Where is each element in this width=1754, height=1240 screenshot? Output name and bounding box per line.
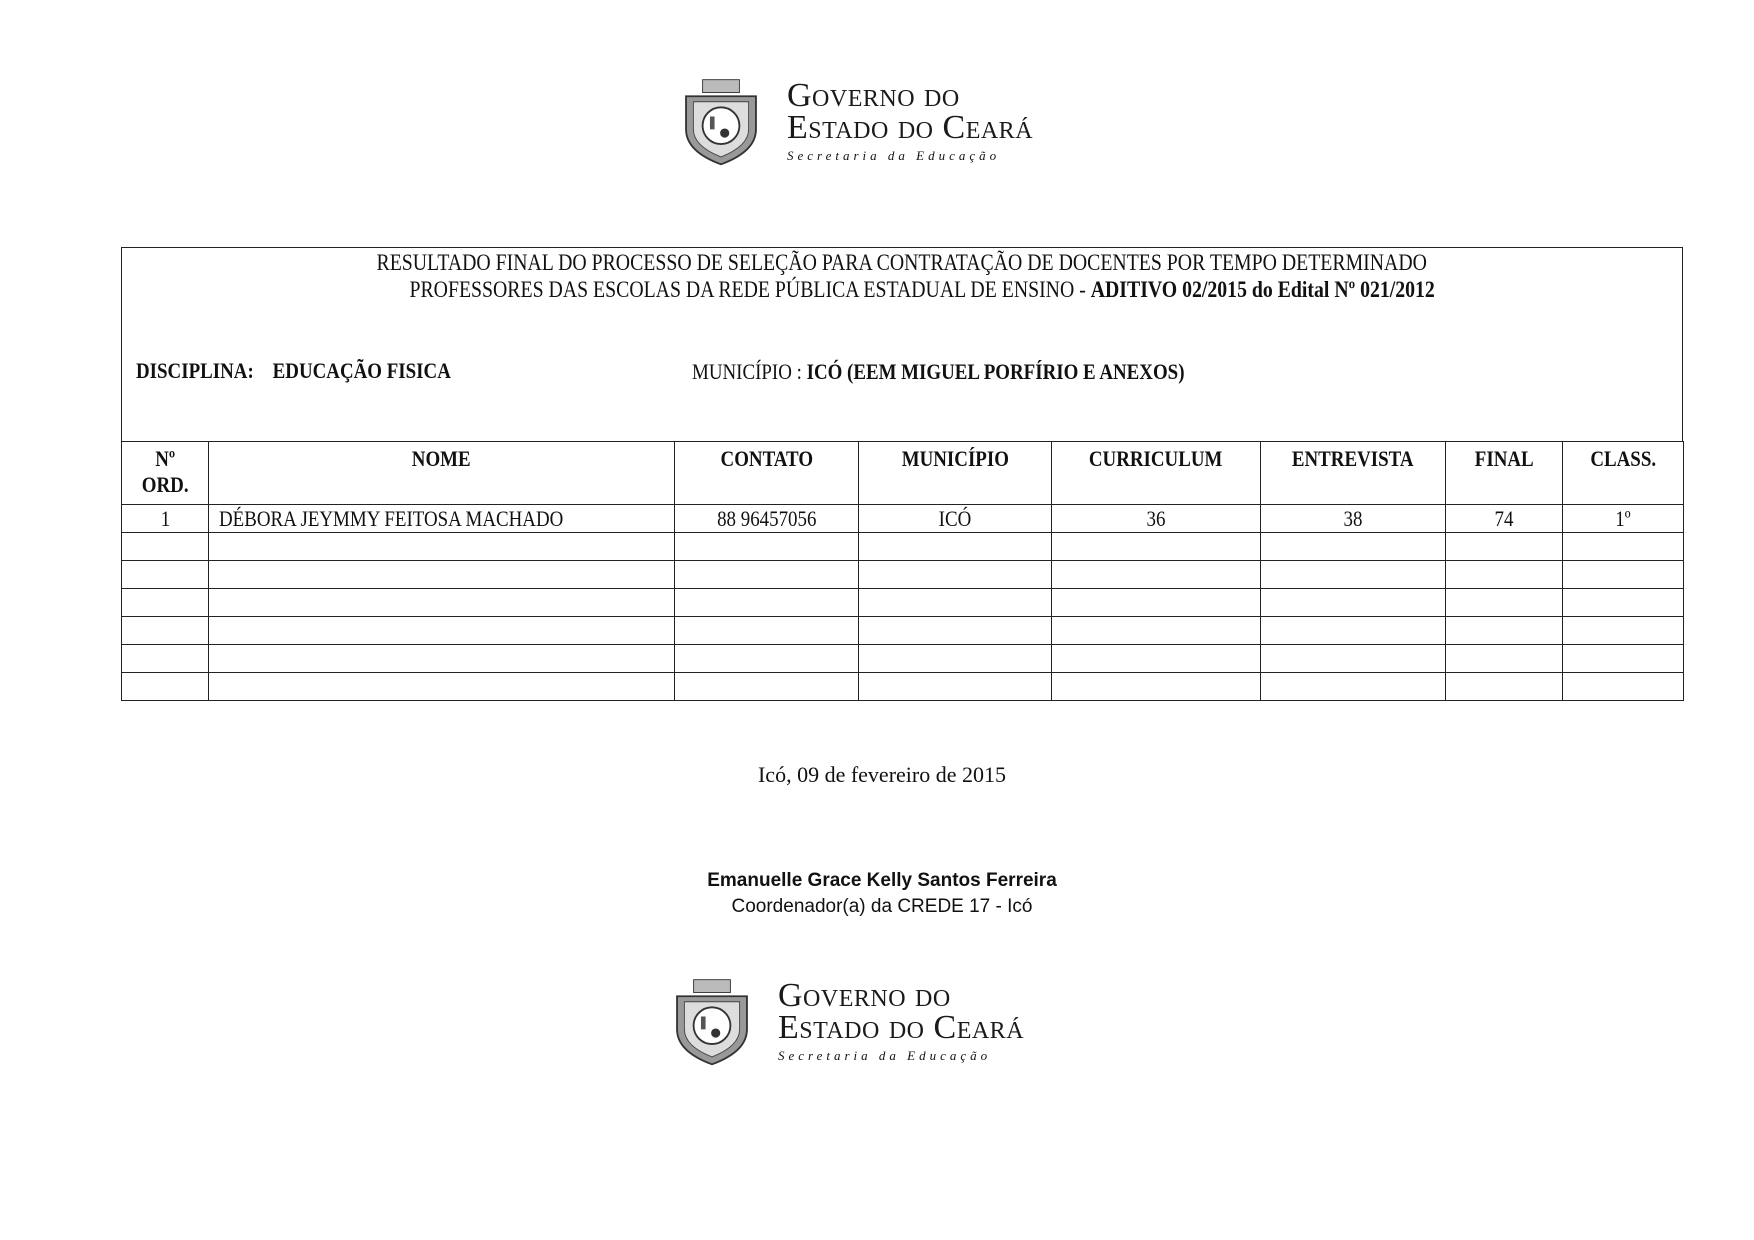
header-class: CLASS. <box>1562 441 1684 505</box>
letterhead-line1: Governo do <box>787 77 960 114</box>
title-line2-text: PROFESSORES DAS ESCOLAS DA REDE PÚBLICA … <box>409 277 1091 302</box>
cell-entrevista: 38 <box>1260 504 1446 533</box>
letterhead-bottom: Governo do Estado do Ceará Secretaria da… <box>666 976 1024 1068</box>
header-contato: CONTATO <box>674 441 859 505</box>
letterhead-top: Governo do Estado do Ceará Secretaria da… <box>675 76 1033 168</box>
table-header-row: Nº ORD. NOME CONTATO MUNICÍPIO CURRICULUM… <box>121 441 1684 505</box>
empty-row <box>121 532 1684 561</box>
cell-municipio: ICÓ <box>858 504 1052 533</box>
document-date: Icó, 09 de fevereiro de 2015 <box>757 762 1006 787</box>
table-row: 1 DÉBORA JEYMMY FEITOSA MACHADO 88 96457… <box>121 504 1684 533</box>
empty-row <box>121 588 1684 617</box>
title-line2: PROFESSORES DAS ESCOLAS DA REDE PÚBLICA … <box>409 277 1434 303</box>
cell-curriculum: 36 <box>1051 504 1261 533</box>
cell-final: 74 <box>1445 504 1563 533</box>
disciplina-value: EDUCAÇÃO FISICA <box>272 358 451 383</box>
empty-row <box>121 616 1684 645</box>
empty-row <box>121 672 1684 701</box>
header-municipio: MUNICÍPIO <box>858 441 1052 505</box>
disciplina-label: DISCIPLINA: <box>136 358 254 383</box>
edital-reference: ADITIVO 02/2015 do Edital Nº 021/2012 <box>1090 277 1435 302</box>
signatory-role: Coordenador(a) da CREDE 17 - Icó <box>731 896 1033 917</box>
header-nome: NOME <box>208 441 675 505</box>
results-table: Nº ORD. NOME CONTATO MUNICÍPIO CURRICULUM… <box>121 441 1684 701</box>
municipio: MUNICÍPIO : ICÓ (EEM MIGUEL PORFÍRIO E A… <box>692 359 1265 385</box>
header-final: FINAL <box>1445 441 1563 505</box>
letterhead-line3: Secretaria da Educação <box>778 1048 992 1063</box>
header-entrevista: ENTREVISTA <box>1260 441 1446 505</box>
header-ord: Nº ORD. <box>121 441 209 505</box>
letterhead-line3: Secretaria da Educação <box>787 148 1001 163</box>
municipio-value: ICÓ (EEM MIGUEL PORFÍRIO E ANEXOS) <box>806 359 1185 384</box>
disciplina: DISCIPLINA: EDUCAÇÃO FISICA <box>136 358 502 384</box>
results-header-box: RESULTADO FINAL DO PROCESSO DE SELEÇÃO P… <box>121 247 1683 441</box>
letterhead-line1: Governo do <box>778 977 951 1014</box>
empty-row <box>121 644 1684 673</box>
ceara-coat-of-arms-icon <box>685 79 757 166</box>
header-ord-line1: Nº <box>155 446 175 471</box>
header-ord-line2: ORD. <box>141 472 189 497</box>
cell-contato: 88 96457056 <box>674 504 859 533</box>
signatory-name: Emanuelle Grace Kelly Santos Ferreira <box>707 870 1057 891</box>
letterhead-line2: Estado do Ceará <box>787 109 1034 146</box>
letterhead-line2: Estado do Ceará <box>778 1009 1025 1046</box>
cell-nome: DÉBORA JEYMMY FEITOSA MACHADO <box>208 504 675 533</box>
cell-ord: 1 <box>121 504 209 533</box>
cell-class: 1º <box>1562 504 1684 533</box>
ceara-coat-of-arms-icon <box>676 979 748 1066</box>
municipio-label: MUNICÍPIO : <box>692 359 807 384</box>
header-curriculum: CURRICULUM <box>1051 441 1261 505</box>
empty-row <box>121 560 1684 589</box>
title-line1: RESULTADO FINAL DO PROCESSO DE SELEÇÃO P… <box>376 250 1428 275</box>
